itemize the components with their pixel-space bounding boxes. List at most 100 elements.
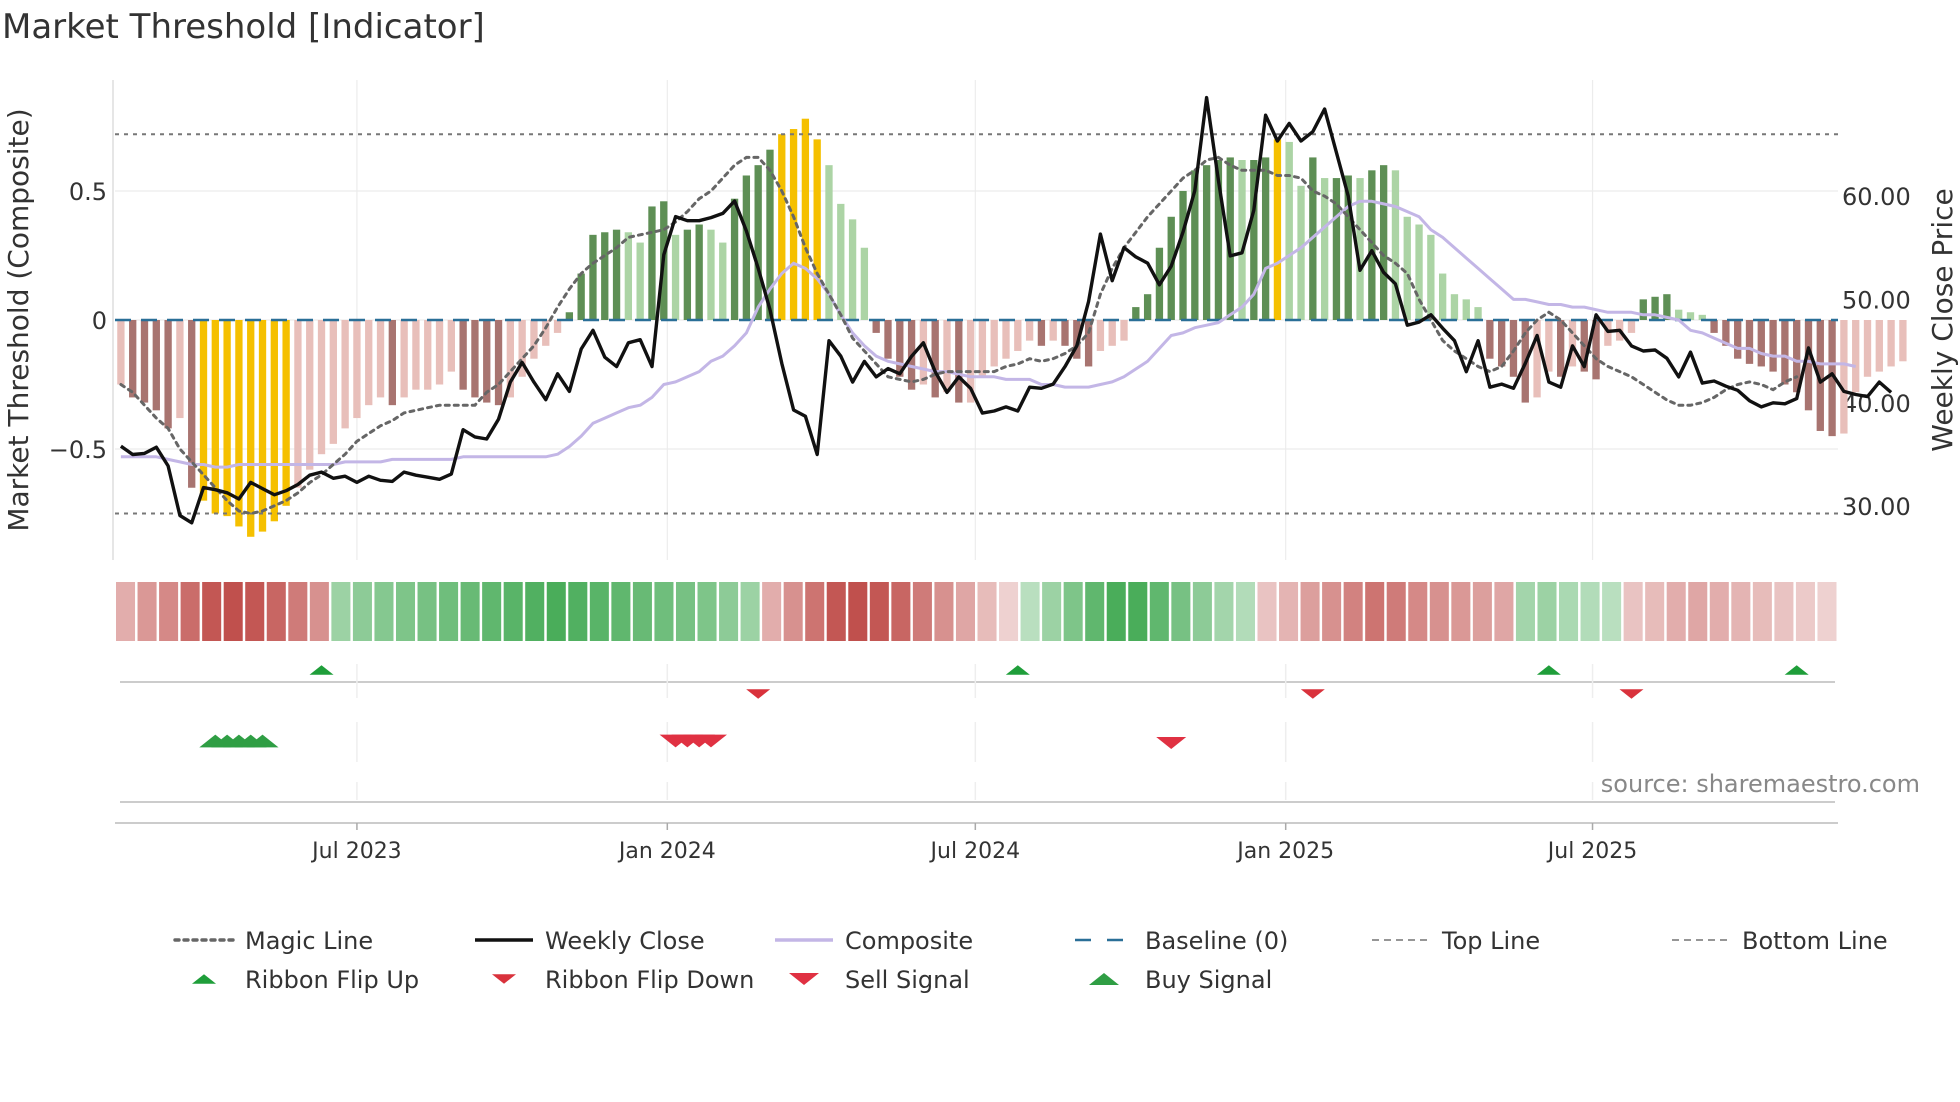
composite-bar: [671, 234, 680, 320]
composite-bar: [506, 320, 515, 398]
ribbon-cell: [1666, 582, 1686, 641]
composite-bar: [1108, 320, 1116, 346]
legend-item-buy-signal: Buy Signal: [1089, 966, 1272, 994]
ribbon-cell: [395, 582, 416, 641]
ribbon-cell: [826, 582, 846, 641]
ribbon-flip-down-marker: [1619, 689, 1644, 699]
composite-bar: [943, 320, 951, 393]
ribbon-cell: [762, 582, 782, 641]
composite-bar: [1663, 294, 1671, 320]
composite-bar: [1014, 320, 1022, 351]
composite-bar: [990, 320, 998, 367]
composite-bar: [1025, 320, 1034, 341]
ribbon-cell: [719, 582, 739, 641]
legend-item-composite: Composite: [775, 927, 973, 955]
composite-bar: [424, 320, 432, 390]
ribbon-cell: [245, 582, 265, 641]
legend-item-baseline-0: Baseline (0): [1075, 927, 1288, 955]
ribbon-cell: [912, 582, 932, 641]
ribbon-cell: [503, 582, 523, 641]
composite-bar: [648, 206, 656, 320]
ribbon-cell: [1106, 582, 1126, 641]
ribbon-strip: [116, 582, 1837, 641]
legend-item-weekly-close: Weekly Close: [475, 927, 705, 955]
ribbon-cell: [1192, 582, 1212, 641]
ribbon-cell: [352, 582, 372, 641]
ribbon-cell: [159, 582, 179, 641]
ribbon-cell: [1752, 582, 1772, 641]
ribbon-cell: [1709, 582, 1729, 641]
composite-bar: [778, 134, 786, 320]
ribbon-cell: [999, 582, 1019, 641]
composite-bar: [1285, 141, 1293, 320]
composite-bar: [1238, 160, 1246, 320]
ribbon-cell: [675, 582, 696, 641]
y-axis-right-label: Weekly Close Price: [1926, 188, 1959, 451]
composite-bar: [1675, 309, 1683, 320]
composite-bar: [1757, 320, 1765, 367]
ribbon-cell: [1602, 582, 1622, 641]
composite-bar: [1226, 157, 1234, 320]
composite-bar: [1250, 160, 1258, 320]
composite-bar: [1120, 320, 1128, 341]
ribbon-cell: [417, 582, 437, 641]
composite-bar: [471, 320, 479, 398]
ribbon-cell: [955, 582, 975, 641]
composite-bar: [742, 175, 751, 320]
composite-bar: [176, 320, 184, 419]
ribbon-cell: [266, 582, 286, 641]
composite-bar: [1769, 320, 1777, 372]
ribbon-flip-down-marker: [746, 689, 771, 699]
composite-bar: [955, 320, 963, 403]
composite-bar: [1899, 320, 1907, 362]
legend-item-ribbon-flip-down: Ribbon Flip Down: [492, 966, 754, 994]
composite-bar: [1745, 320, 1754, 364]
composite-bar: [223, 320, 231, 517]
composite-bar: [1722, 320, 1730, 346]
ribbon-flip-up-marker: [1784, 665, 1809, 675]
composite-bar: [1852, 320, 1860, 393]
composite-bar: [978, 320, 987, 377]
composite-bar: [719, 242, 727, 320]
composite-bar: [966, 320, 975, 403]
legend-label: Buy Signal: [1145, 966, 1272, 994]
composite-bar: [518, 320, 526, 377]
composite-bar: [612, 229, 621, 320]
composite-bar: [1415, 224, 1423, 320]
ribbon-cell: [1322, 582, 1342, 641]
composite-bar: [1427, 234, 1435, 320]
ribbon-cell: [1515, 582, 1535, 641]
ribbon-cell: [589, 582, 609, 641]
composite-bar: [1781, 320, 1789, 385]
legend-swatch: [1089, 973, 1119, 985]
composite-bar: [1875, 320, 1883, 372]
ribbon-cell: [1343, 582, 1363, 641]
composite-bar: [530, 320, 538, 359]
composite-bar: [1486, 320, 1494, 359]
composite-bar: [435, 320, 444, 385]
composite-bar: [306, 320, 314, 470]
legend-item-top-line: Top Line: [1372, 927, 1540, 955]
composite-bar: [152, 320, 160, 411]
composite-bar: [813, 139, 821, 320]
y-tick-right-3: 30.00: [1842, 493, 1911, 521]
composite-bar: [1734, 320, 1742, 359]
composite-bar: [1379, 165, 1388, 320]
composite-bar: [1132, 307, 1140, 320]
y-tick-right-1: 50.00: [1842, 286, 1911, 314]
ribbon-cell: [482, 582, 502, 641]
composite-bar: [1828, 320, 1836, 437]
x-tick-label-0: Jul 2023: [310, 839, 402, 864]
composite-bar: [270, 320, 278, 522]
ribbon-cell: [632, 582, 652, 641]
source-text: source: sharemaestro.com: [1601, 770, 1920, 798]
composite-bar: [1061, 320, 1069, 346]
ribbon-cell: [1279, 582, 1299, 641]
ribbon-cell: [1128, 582, 1148, 641]
composite-bar: [282, 320, 290, 506]
composite-bar: [565, 312, 574, 320]
legend-item-magic-line: Magic Line: [173, 927, 373, 955]
ribbon-cell: [1149, 582, 1169, 641]
ribbon-cell: [934, 582, 954, 641]
composite-bar: [1214, 160, 1223, 320]
